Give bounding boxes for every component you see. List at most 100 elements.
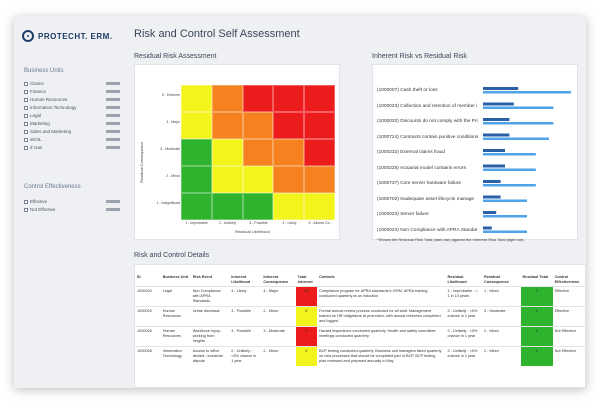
residual-bar[interactable]	[483, 180, 501, 183]
inherent-bar[interactable]	[483, 153, 536, 156]
inherent-bar[interactable]	[483, 106, 554, 110]
checkbox[interactable]	[24, 121, 28, 126]
column-header[interactable]: Risk Event	[192, 275, 213, 279]
checkbox[interactable]	[24, 97, 28, 102]
column-header[interactable]: Residual Consequence	[483, 275, 509, 284]
residual-bar[interactable]	[483, 226, 492, 230]
inherent-bar[interactable]	[483, 184, 536, 187]
filter-claims[interactable]: Claims	[24, 80, 120, 87]
heat-cell[interactable]	[242, 112, 274, 139]
residual-bar[interactable]	[483, 164, 505, 168]
residual-bar[interactable]	[483, 211, 497, 214]
heat-cell[interactable]	[181, 85, 212, 112]
cell-rc: 2 - Minor	[481, 345, 521, 366]
filter-information-technology[interactable]: Information Technology	[24, 104, 120, 111]
heat-cell[interactable]	[242, 139, 274, 166]
checkbox[interactable]	[24, 89, 28, 94]
residual-bar[interactable]	[483, 118, 510, 121]
heat-cell[interactable]	[181, 193, 212, 220]
heat-cell[interactable]	[211, 166, 243, 193]
inherent-bar[interactable]	[483, 168, 536, 172]
bar-label: (1000737) Core server hardware failure	[377, 181, 461, 186]
filter-legal[interactable]: Legal	[24, 112, 120, 119]
filter-bar	[106, 200, 120, 203]
cell-controls: BCP testing conducted quarterly. Busines…	[317, 345, 446, 366]
filter-marketing[interactable]: Marketing	[24, 120, 120, 127]
column-header[interactable]: Total Inherent	[297, 275, 313, 284]
column-header[interactable]: Inherent Consequence	[263, 275, 289, 284]
inherent-bar[interactable]	[483, 137, 549, 141]
heat-cell[interactable]	[304, 166, 335, 193]
filter-effective[interactable]: Effective	[24, 198, 120, 205]
table-row[interactable]: 1000024 Legal Non Compliance with APRA Sta…	[135, 286, 585, 307]
filter-label: Human Resources	[30, 97, 68, 102]
heat-cell[interactable]	[304, 139, 335, 166]
cell-event: Non Compliance with APRA Standards	[190, 286, 230, 307]
inherent-bar[interactable]	[483, 199, 527, 203]
inherent-bar[interactable]	[483, 230, 527, 234]
x-tick: 1 - Improbable	[185, 221, 208, 225]
checkbox[interactable]	[24, 105, 28, 110]
cell-ce: Effective	[552, 286, 585, 307]
filter-not-effective[interactable]: Not Effective	[24, 206, 120, 213]
column-header[interactable]: Control Effectiveness	[554, 275, 580, 284]
column-header[interactable]: Residual Likelihood	[447, 275, 467, 284]
heat-cell[interactable]	[211, 85, 243, 112]
sidebar: PROTECHT. ERM. Business Units Claims Fin…	[14, 16, 126, 388]
page-title: Risk and Control Self Assessment	[134, 28, 300, 40]
checkbox[interactable]	[24, 129, 28, 134]
inherent-bar[interactable]	[483, 91, 571, 94]
heat-cell[interactable]	[211, 139, 243, 166]
x-axis-title: Residual Likelihood	[235, 229, 270, 234]
inherent-bar[interactable]	[483, 215, 527, 218]
heat-cell[interactable]	[242, 193, 274, 220]
heat-cell[interactable]	[181, 139, 212, 166]
filter-finance[interactable]: Finance	[24, 88, 120, 95]
heat-cell[interactable]	[273, 166, 305, 193]
checkbox[interactable]	[24, 145, 28, 150]
cell-ic: 2 - Minor	[261, 345, 296, 366]
checkbox[interactable]	[24, 113, 28, 118]
heat-cell[interactable]	[181, 166, 212, 193]
column-header[interactable]: Inherent Likelihood	[231, 275, 251, 284]
heat-cell[interactable]	[273, 193, 305, 220]
heat-cell[interactable]	[242, 85, 274, 112]
bar-label: (1000007) Cash theft or loss	[377, 88, 438, 93]
inherent-bar[interactable]	[483, 122, 554, 125]
residual-bar[interactable]	[483, 87, 519, 90]
heat-cell[interactable]	[304, 193, 335, 220]
table-row[interactable]: 1000025 Human Resources Unfair dismissal 3 …	[135, 306, 585, 327]
filter-z-gas[interactable]: Z Gas	[24, 144, 120, 151]
column-header[interactable]: Business Unit	[162, 275, 189, 279]
checkbox[interactable]	[24, 199, 28, 204]
cell-rl: 1 - Improbable - < 1 in 10 years	[445, 286, 482, 307]
heat-cell[interactable]	[211, 193, 243, 220]
column-header[interactable]: Residual Total	[522, 275, 549, 279]
filter-wgil[interactable]: WGIL	[24, 136, 120, 143]
heat-cell[interactable]	[304, 85, 335, 112]
heat-cell[interactable]	[273, 112, 305, 139]
filter-human-resources[interactable]: Human Resources	[24, 96, 120, 103]
filter-sales-and-marketing[interactable]: Sales and Marketing	[24, 128, 120, 135]
app-window: PROTECHT. ERM. Business Units Claims Fin…	[14, 16, 586, 388]
column-header[interactable]: Controls	[319, 275, 335, 279]
checkbox[interactable]	[24, 137, 28, 142]
residual-bar[interactable]	[483, 195, 501, 199]
residual-bar[interactable]	[483, 102, 514, 106]
filter-label: Not Effective	[30, 207, 56, 212]
heat-cell[interactable]	[211, 112, 243, 139]
table-row[interactable]: 1000026 Human Resources Workforce injury -…	[135, 326, 585, 347]
heat-cell[interactable]	[181, 112, 212, 139]
heat-cell[interactable]	[273, 85, 305, 112]
cell-ic: 2 - Minor	[261, 306, 296, 327]
heat-cell[interactable]	[304, 112, 335, 139]
checkbox[interactable]	[24, 81, 28, 86]
residual-bar[interactable]	[483, 149, 505, 152]
heat-cell[interactable]	[242, 166, 274, 193]
table-row[interactable]: 1000028 Information Technology Access to o…	[135, 345, 585, 366]
column-header[interactable]: ID	[137, 275, 141, 279]
heat-cell[interactable]	[273, 139, 305, 166]
details-panel: ID Business Unit Risk Event Inherent Lik…	[134, 264, 586, 388]
checkbox[interactable]	[24, 207, 28, 212]
residual-bar[interactable]	[483, 133, 510, 137]
